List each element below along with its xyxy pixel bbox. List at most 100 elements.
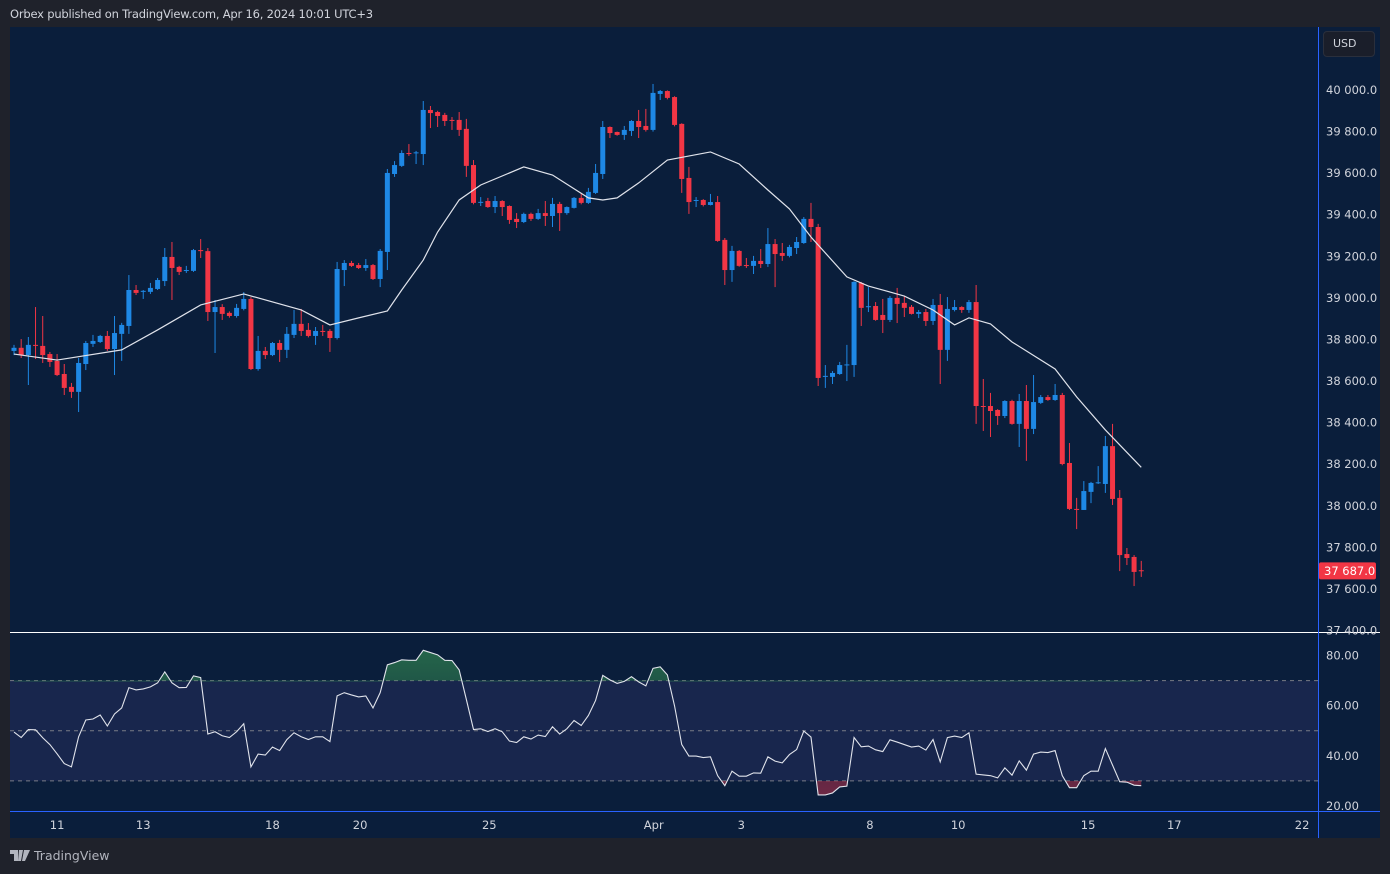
candle [1059, 392, 1065, 466]
price-axis[interactable]: 40 000.0 39 800.0 39 600.0 39 400.0 39 200.0… [1326, 83, 1377, 638]
candle-body [147, 287, 153, 292]
candle-body [772, 244, 778, 255]
candle-body [241, 298, 247, 309]
candle-body [399, 152, 405, 166]
candle-body [112, 333, 118, 350]
candle-body [25, 344, 31, 356]
candle [887, 296, 893, 323]
candle [600, 120, 606, 179]
price-tick-label: 38 800.0 [1326, 332, 1377, 346]
candle-body [578, 197, 584, 203]
candle [392, 161, 398, 177]
candle [880, 298, 886, 334]
candle-body [341, 262, 347, 271]
candle-body [169, 256, 175, 268]
candle [636, 109, 642, 139]
candle [198, 239, 204, 258]
candle-body [492, 201, 498, 208]
price-tick-label: 40 000.0 [1326, 83, 1377, 97]
time-axis[interactable]: 11 13 18 20 25 Apr 3 8 10 15 17 22 [50, 818, 1310, 832]
candle-body [392, 165, 398, 174]
candle [485, 197, 491, 208]
candle-body [636, 120, 642, 128]
candle [1016, 393, 1022, 447]
candle [707, 193, 713, 206]
candle-body [887, 297, 893, 320]
logo-text: TradingView [34, 848, 110, 863]
candle [528, 212, 534, 221]
candle [269, 341, 275, 357]
candle [923, 308, 929, 326]
candle [255, 335, 261, 371]
candle-body [176, 266, 182, 272]
last-price-badge [1319, 562, 1376, 580]
candle [112, 315, 118, 376]
candle [226, 311, 232, 318]
candle [801, 217, 807, 244]
rsi-oversold-fill [721, 781, 1142, 795]
candle-body [600, 127, 606, 174]
candle-body [514, 218, 520, 223]
candle-body [952, 307, 958, 310]
candles-layer [11, 83, 1144, 587]
candle-body [54, 360, 60, 376]
candle [1023, 385, 1029, 461]
candle-body [1023, 401, 1029, 429]
candle-body [327, 330, 333, 339]
candle-body [334, 269, 340, 339]
candle-body [923, 312, 929, 321]
candle-body [90, 340, 96, 344]
candle-body [1110, 446, 1116, 499]
candle-body [880, 314, 886, 320]
candle-body [348, 262, 354, 266]
candle-body [1059, 394, 1065, 465]
candle [578, 192, 584, 205]
candle-body [305, 329, 311, 336]
candle [176, 265, 182, 276]
candle [1102, 435, 1108, 493]
candle-body [269, 343, 275, 356]
candle [1066, 443, 1072, 510]
candle-body [995, 409, 1001, 416]
candle-body [751, 260, 757, 266]
candle [650, 83, 656, 132]
rsi-axis[interactable]: 80.00 60.00 40.00 20.00 [1326, 649, 1359, 813]
candle [356, 262, 362, 269]
candle [700, 199, 706, 207]
tradingview-logo[interactable]: TradingView [10, 848, 110, 863]
candle [930, 298, 936, 325]
candle-body [1074, 508, 1080, 510]
candle [291, 309, 297, 339]
candle-body [1131, 556, 1137, 572]
candle [959, 306, 965, 313]
time-tick-label: 3 [738, 818, 745, 832]
candle-body [183, 270, 189, 272]
candle-body [420, 109, 426, 155]
candle-body [521, 213, 527, 223]
last-price-tag: 37 687.0 [1319, 562, 1376, 580]
candle-body [18, 347, 24, 356]
time-tick-label: 11 [50, 818, 65, 832]
candle-body [794, 241, 800, 249]
candle-body [435, 112, 441, 116]
candle-body [528, 213, 534, 219]
candle [68, 382, 74, 398]
candle [248, 297, 254, 371]
candle [449, 117, 455, 130]
candle [758, 249, 764, 268]
candle-body [722, 239, 728, 271]
candle-body [707, 202, 713, 205]
candle-body [1081, 491, 1087, 510]
candle [40, 315, 46, 363]
candle-body [262, 350, 268, 356]
candle [363, 259, 369, 271]
currency-button[interactable]: USD [1323, 31, 1375, 57]
candle [1074, 497, 1080, 530]
candle [765, 228, 771, 267]
candle [90, 334, 96, 347]
candle [858, 281, 864, 326]
candle [413, 150, 419, 165]
last-price-label: 37 687.0 [1324, 564, 1375, 578]
candle [937, 293, 943, 384]
